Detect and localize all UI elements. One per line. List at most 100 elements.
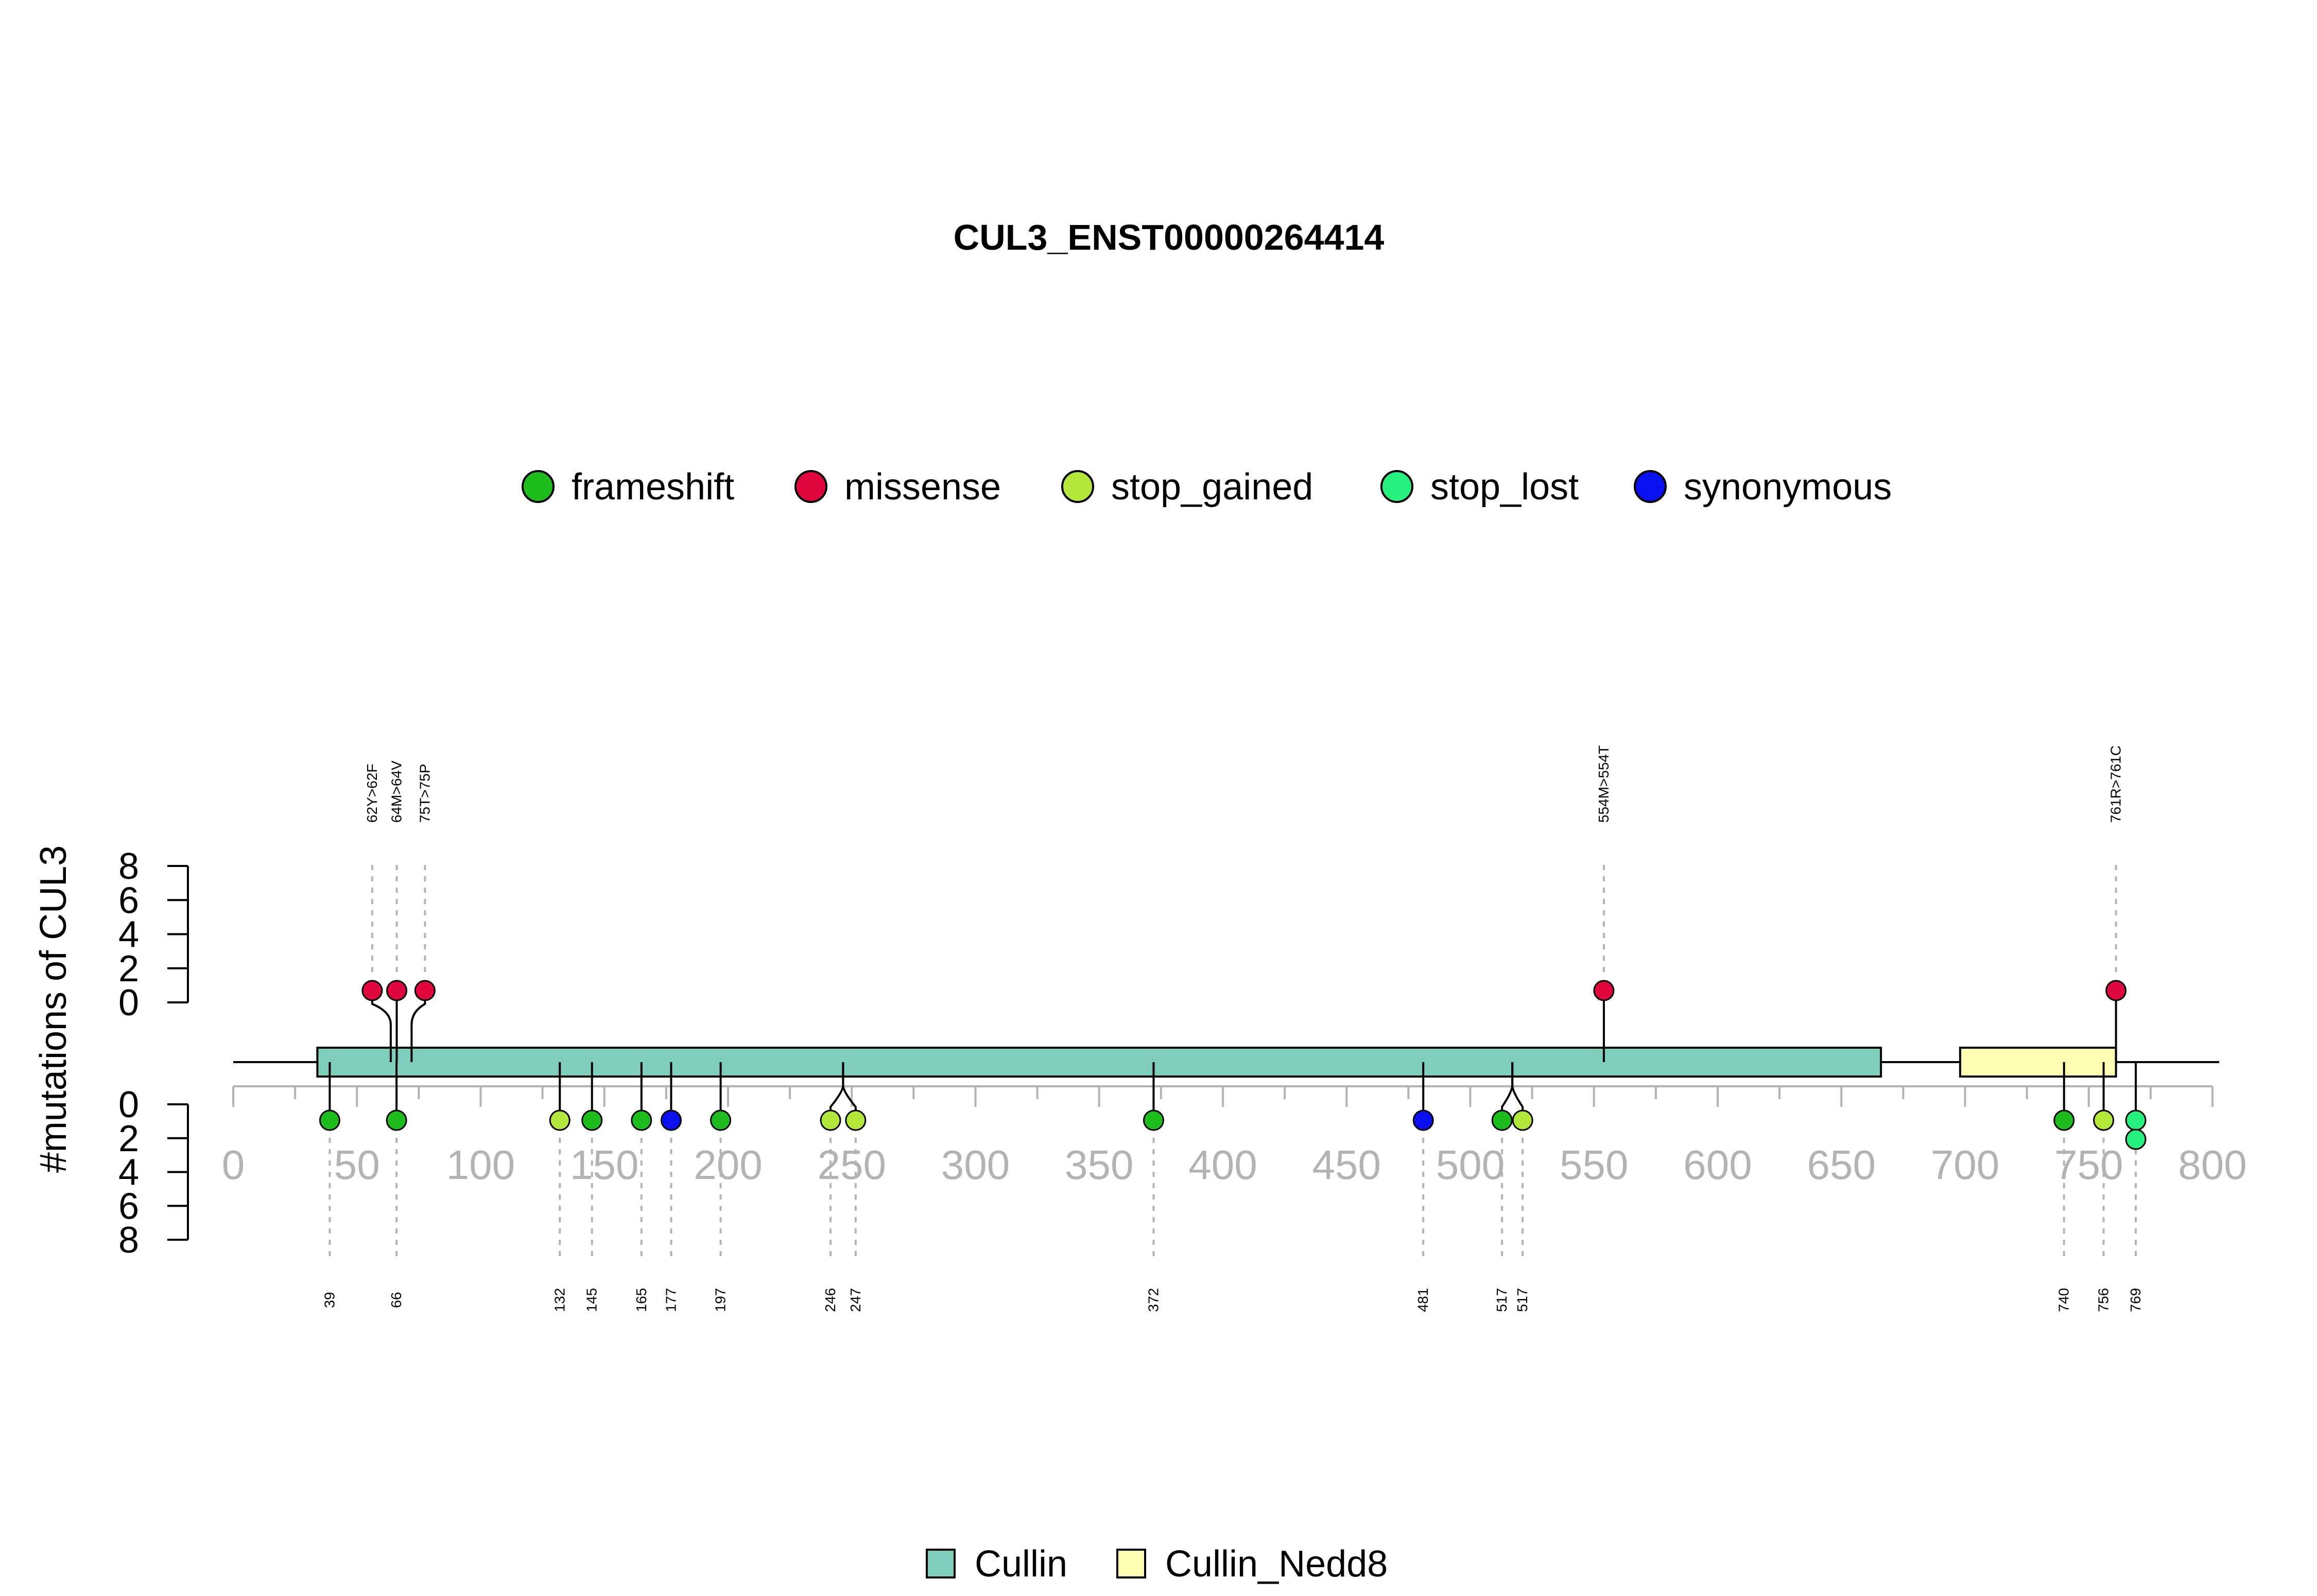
protein-domains	[316, 1047, 2117, 1078]
x-axis-tick-label: 350	[1065, 1142, 1133, 1188]
domain-legend: Cullin Cullin_Nedd8	[926, 1543, 1388, 1585]
mutation-dot-stop_gained	[1512, 1109, 1533, 1131]
upper-mutation-label: 64M>64V	[389, 760, 405, 823]
lower-mutation-label: 197	[713, 1288, 729, 1312]
mutation-dot-missense	[414, 980, 436, 1001]
domain-Cullin	[316, 1047, 1882, 1078]
x-axis-tick-label: 200	[694, 1142, 762, 1188]
x-axis-tick-label: 400	[1188, 1142, 1257, 1188]
legend-label-stop_gained: stop_gained	[1111, 466, 1313, 508]
y-axis-bottom-tick-label: 4	[118, 1152, 139, 1193]
mutation-dot-frameshift	[1491, 1109, 1513, 1131]
mutation-dot-stop_gained	[845, 1109, 867, 1131]
lower-mutation-label: 39	[321, 1292, 337, 1308]
legend-marker-stop_lost	[1380, 470, 1413, 503]
y-axis-label: #mutations of CUL3	[33, 845, 74, 1173]
lower-mutation-label: 246	[822, 1288, 838, 1312]
lower-mutation-label: 756	[2096, 1288, 2112, 1312]
lower-mutation-label: 481	[1415, 1288, 1431, 1312]
chart-title: CUL3_ENST00000264414	[954, 217, 1385, 257]
upper-mutation-label: 75T>75P	[417, 764, 433, 823]
legend-label-frameshift: frameshift	[572, 466, 734, 508]
lower-stem-connector	[842, 1085, 857, 1115]
legend-marker-synonymous	[1634, 470, 1667, 503]
mutation-dot-frameshift	[581, 1109, 603, 1131]
x-axis-tick-label: 0	[222, 1142, 245, 1188]
domain-legend-marker-Cullin	[926, 1549, 956, 1578]
y-axis-top-tick-label: 2	[118, 948, 139, 990]
mutation-legend: frameshift missense stop_gained stop_lost sy…	[522, 466, 1892, 508]
lower-mutation-label: 517	[1494, 1288, 1510, 1312]
lower-mutation-label: 372	[1145, 1288, 1161, 1312]
mutation-dot-missense	[1593, 980, 1615, 1001]
mutation-dot-missense	[386, 980, 408, 1001]
mutation-dot-missense	[2105, 980, 2127, 1001]
x-axis-tick-label: 300	[941, 1142, 1010, 1188]
domain-Cullin_Nedd8	[1959, 1047, 2117, 1078]
mutation-dot-frameshift	[386, 1109, 407, 1131]
x-axis-tick-label: 600	[1683, 1142, 1752, 1188]
mutation-dot-missense	[361, 980, 383, 1001]
x-axis-tick-label: 50	[334, 1142, 380, 1188]
y-axis-top-tick-label: 0	[118, 982, 139, 1023]
mutation-dot-frameshift	[710, 1109, 732, 1131]
x-axis-tick-label: 650	[1807, 1142, 1876, 1188]
x-axis-tick-label: 450	[1312, 1142, 1381, 1188]
y-axis-bottom-tick-label: 6	[118, 1186, 139, 1227]
lower-mutation-label: 740	[2056, 1288, 2072, 1312]
x-axis-tick-label: 100	[446, 1142, 515, 1188]
domain-legend-marker-Cullin_Nedd8	[1116, 1549, 1146, 1578]
legend-label-synonymous: synonymous	[1684, 466, 1892, 508]
x-axis-tick-label: 750	[2054, 1142, 2123, 1188]
legend-marker-missense	[794, 470, 827, 503]
legend-label-stop_lost: stop_lost	[1430, 466, 1579, 508]
legend-label-missense: missense	[844, 466, 1001, 508]
mutation-dot-frameshift	[319, 1109, 340, 1131]
lower-mutation-label: 177	[663, 1288, 679, 1312]
lower-mutation-label: 132	[551, 1288, 567, 1312]
x-axis-tick-label: 700	[1931, 1142, 1999, 1188]
mutation-dot-stop_lost	[2125, 1109, 2147, 1131]
mutation-dot-frameshift	[631, 1109, 652, 1131]
y-axis-top-tick-label: 8	[118, 846, 139, 887]
x-axis-tick-label: 550	[1560, 1142, 1628, 1188]
lower-mutation-label: 517	[1514, 1288, 1530, 1312]
upper-mutations: 62Y>62F 64M>64V 75T>75P 554M>554T 761R>761C	[361, 745, 2127, 1062]
mutation-dot-synonymous	[1412, 1109, 1434, 1131]
y-axis-top-tick-label: 6	[118, 880, 139, 921]
upper-mutation-label: 761R>761C	[2108, 745, 2124, 823]
x-axis-tick-label: 800	[2178, 1142, 2246, 1188]
legend-marker-stop_gained	[1061, 470, 1094, 503]
domain-legend-label-Cullin: Cullin	[975, 1543, 1067, 1585]
lower-mutation-label: 247	[848, 1288, 863, 1312]
mutation-dot-stop_gained	[820, 1109, 841, 1131]
lower-mutation-label: 165	[633, 1288, 649, 1312]
upper-mutation-label: 554M>554T	[1596, 745, 1612, 823]
mutation-dot-frameshift	[1143, 1109, 1164, 1131]
mutation-dot-stop_gained	[2093, 1109, 2115, 1131]
mutation-dot-stop_gained	[549, 1109, 570, 1131]
y-axis-bottom-tick-label: 0	[118, 1084, 139, 1125]
lower-stem-connector	[1511, 1085, 1524, 1115]
x-axis-tick-label: 250	[818, 1142, 886, 1188]
domain-legend-label-Cullin_Nedd8: Cullin_Nedd8	[1165, 1543, 1388, 1585]
x-axis-tick-label: 500	[1436, 1142, 1505, 1188]
x-axis: 0 50 100 150 200 250 300 350 400 450 500 550 600 650 7…	[222, 1085, 2247, 1188]
y-axis-bottom-tick-label: 2	[118, 1118, 139, 1159]
lower-mutations: 39 66 132 145 165 177 197 246 247 372 481 517 517 740…	[319, 1062, 2147, 1312]
upper-mutation-label: 62Y>62F	[364, 764, 380, 823]
mutation-dot-frameshift	[2053, 1109, 2075, 1131]
mutation-dot-stop_lost	[2125, 1129, 2147, 1150]
upper-stem	[371, 994, 392, 1062]
mutation-dot-synonymous	[660, 1109, 682, 1131]
y-axis-bottom-tick-label: 8	[118, 1220, 139, 1261]
y-axis-top-tick-label: 4	[118, 914, 139, 956]
legend-marker-frameshift	[522, 470, 555, 503]
lower-mutation-label: 769	[2128, 1288, 2143, 1312]
x-axis-tick-label: 150	[570, 1142, 638, 1188]
lower-mutation-label: 66	[388, 1292, 404, 1308]
upper-stem	[410, 994, 426, 1062]
lower-mutation-label: 145	[584, 1288, 600, 1312]
